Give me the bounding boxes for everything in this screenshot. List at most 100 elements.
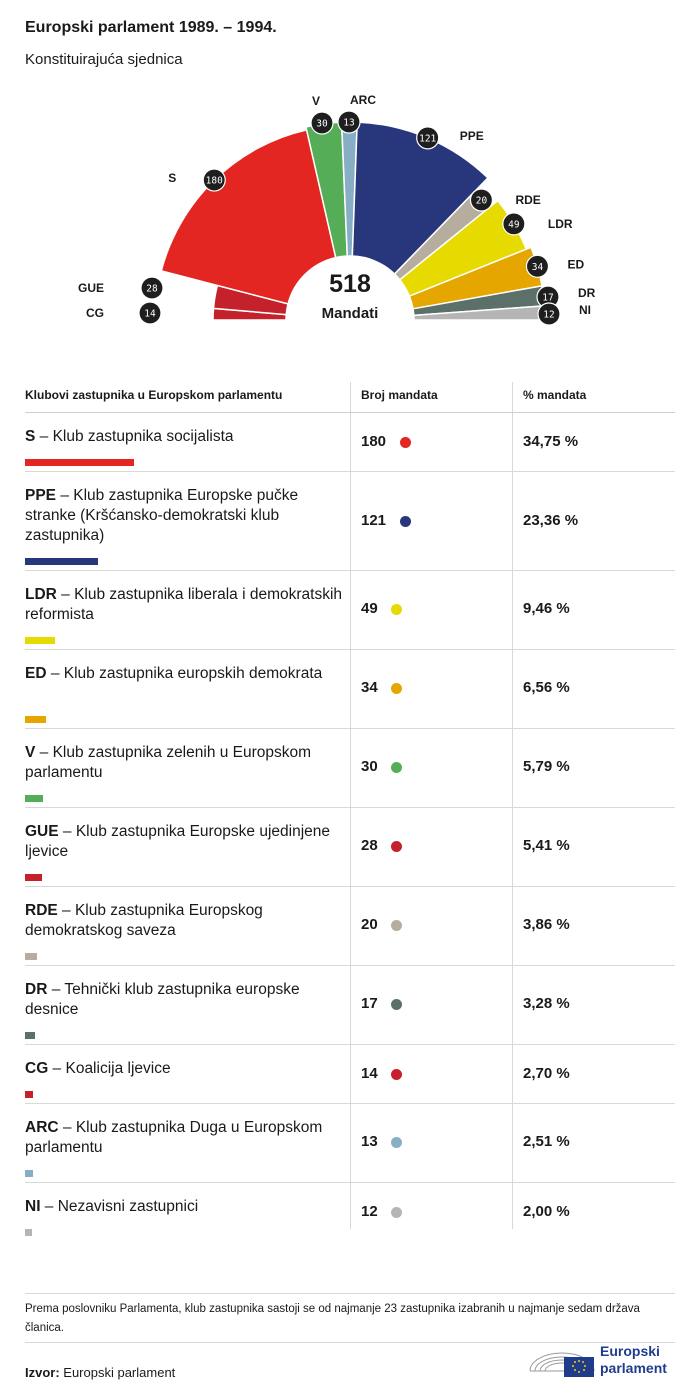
- group-seats: 12: [361, 1203, 378, 1220]
- seat-count-label: 12: [543, 310, 554, 321]
- group-percent: 3,86 %: [523, 916, 570, 933]
- group-abbr: CG: [25, 1060, 49, 1077]
- hemicycle-center: [286, 256, 414, 320]
- group-fullname: – Klub zastupnika Duga u Europskom parla…: [25, 1119, 323, 1156]
- header-seats: Broj mandata: [361, 388, 438, 402]
- group-label-gue: GUE: [78, 281, 104, 295]
- badge-ldr: [502, 212, 526, 236]
- group-share-bar: [25, 1229, 32, 1236]
- group-label-cg: CG: [86, 306, 104, 320]
- group-name: LDR – Klub zastupnika liberala i demokra…: [25, 585, 343, 625]
- table-row: GUE – Klub zastupnika Europske ujedinjen…: [25, 808, 675, 887]
- badge-rde: [469, 188, 494, 212]
- group-label-dr: DR: [578, 286, 596, 300]
- group-share-bar: [25, 1032, 35, 1039]
- ep-logo: Europski parlament: [528, 1341, 678, 1381]
- group-abbr: PPE: [25, 487, 57, 504]
- seat-count-label: 34: [532, 262, 544, 273]
- hemicycle-chart: 14 CG 28 GUE 180 S 30 V 13 ARC 121 PPE 20 RDE 49 LDR 34 E…: [78, 93, 596, 326]
- group-abbr: RDE: [25, 902, 58, 919]
- group-color-dot: [391, 1069, 402, 1080]
- table-row: ARC – Klub zastupnika Duga u Europskom p…: [25, 1104, 675, 1183]
- group-label-rde: RDE: [515, 193, 540, 207]
- group-seats: 49: [361, 600, 378, 617]
- logo-line2: parlament: [600, 1360, 667, 1376]
- table-row: DR – Tehnički klub zastupnika europske d…: [25, 966, 675, 1045]
- group-percent: 6,56 %: [523, 679, 570, 696]
- footnote: Prema poslovniku Parlamenta, klub zastup…: [25, 1293, 675, 1343]
- group-abbr: S: [25, 428, 36, 445]
- group-percent: 3,28 %: [523, 995, 570, 1012]
- group-seats: 34: [361, 679, 378, 696]
- group-name: ED – Klub zastupnika europskih demokrata: [25, 664, 343, 684]
- badge-v: [310, 111, 334, 135]
- seat-count-label: 180: [206, 176, 223, 187]
- group-share-bar: [25, 637, 55, 644]
- group-seats: 17: [361, 995, 378, 1012]
- group-color-dot: [391, 999, 402, 1010]
- source-text: Europski parlament: [59, 1365, 176, 1380]
- group-percent: 5,41 %: [523, 837, 570, 854]
- group-percent: 2,51 %: [523, 1133, 570, 1150]
- badge-ed: [525, 254, 550, 278]
- group-fullname: – Tehnički klub zastupnika europske desn…: [25, 981, 300, 1018]
- group-fullname: – Klub zastupnika socijalista: [35, 428, 234, 445]
- group-name: S – Klub zastupnika socijalista: [25, 427, 343, 447]
- group-percent: 2,70 %: [523, 1065, 570, 1082]
- group-color-dot: [391, 1207, 402, 1218]
- group-color-dot: [391, 1137, 402, 1148]
- group-abbr: V: [25, 744, 36, 761]
- logo-line1: Europski: [600, 1343, 660, 1359]
- seat-count-label: 20: [476, 195, 488, 206]
- group-color-dot: [391, 920, 402, 931]
- table-row: CG – Koalicija ljevice 14 2,70 %: [25, 1045, 675, 1104]
- badge-gue: [140, 276, 164, 300]
- group-share-bar: [25, 874, 42, 881]
- column-divider: [512, 382, 513, 1229]
- group-percent: 2,00 %: [523, 1203, 570, 1220]
- group-abbr: ED: [25, 665, 47, 682]
- group-share-bar: [25, 558, 98, 565]
- group-color-dot: [391, 841, 402, 852]
- group-share-bar: [25, 1091, 33, 1098]
- badge-arc: [337, 110, 361, 134]
- group-seats: 30: [361, 758, 378, 775]
- group-fullname: – Klub zastupnika europskih demokrata: [46, 665, 323, 682]
- group-fullname: – Koalicija ljevice: [48, 1060, 171, 1077]
- table-row: NI – Nezavisni zastupnici 12 2,00 %: [25, 1183, 675, 1241]
- group-abbr: ARC: [25, 1119, 59, 1136]
- seat-count-label: 30: [316, 119, 328, 130]
- group-color-dot: [391, 604, 402, 615]
- table-row: RDE – Klub zastupnika Europskog demokrat…: [25, 887, 675, 966]
- page-title: Europski parlament 1989. – 1994.: [25, 19, 277, 36]
- group-color-dot: [391, 762, 402, 773]
- group-seats: 28: [361, 837, 378, 854]
- badge-s: [202, 168, 226, 192]
- group-seats: 180: [361, 433, 387, 450]
- group-seats: 20: [361, 916, 378, 933]
- table-row: S – Klub zastupnika socijalista 180 34,75 …: [25, 413, 675, 472]
- group-share-bar: [25, 953, 37, 960]
- page-subtitle: Konstituirajuća sjednica: [25, 51, 183, 68]
- group-name: GUE – Klub zastupnika Europske ujedinjen…: [25, 822, 343, 862]
- group-percent: 34,75 %: [523, 433, 579, 450]
- group-share-bar: [25, 459, 134, 466]
- badge-cg: [138, 301, 162, 325]
- group-label-ni: NI: [579, 303, 591, 317]
- group-color-dot: [391, 683, 402, 694]
- group-abbr: GUE: [25, 823, 59, 840]
- center-total: 518: [329, 270, 371, 298]
- group-label-v: V: [312, 94, 320, 108]
- group-name: RDE – Klub zastupnika Europskog demokrat…: [25, 901, 343, 941]
- seat-count-label: 17: [542, 293, 553, 304]
- group-name: CG – Koalicija ljevice: [25, 1059, 343, 1079]
- group-abbr: NI: [25, 1198, 41, 1215]
- group-seats: 13: [361, 1133, 378, 1150]
- group-abbr: DR: [25, 981, 48, 998]
- group-share-bar: [25, 1170, 33, 1177]
- table-row: PPE – Klub zastupnika Europske pučke str…: [25, 472, 675, 571]
- group-share-bar: [25, 795, 43, 802]
- group-percent: 23,36 %: [523, 512, 579, 529]
- logo-text: Europski parlament: [600, 1343, 667, 1377]
- group-name: PPE – Klub zastupnika Europske pučke str…: [25, 486, 343, 546]
